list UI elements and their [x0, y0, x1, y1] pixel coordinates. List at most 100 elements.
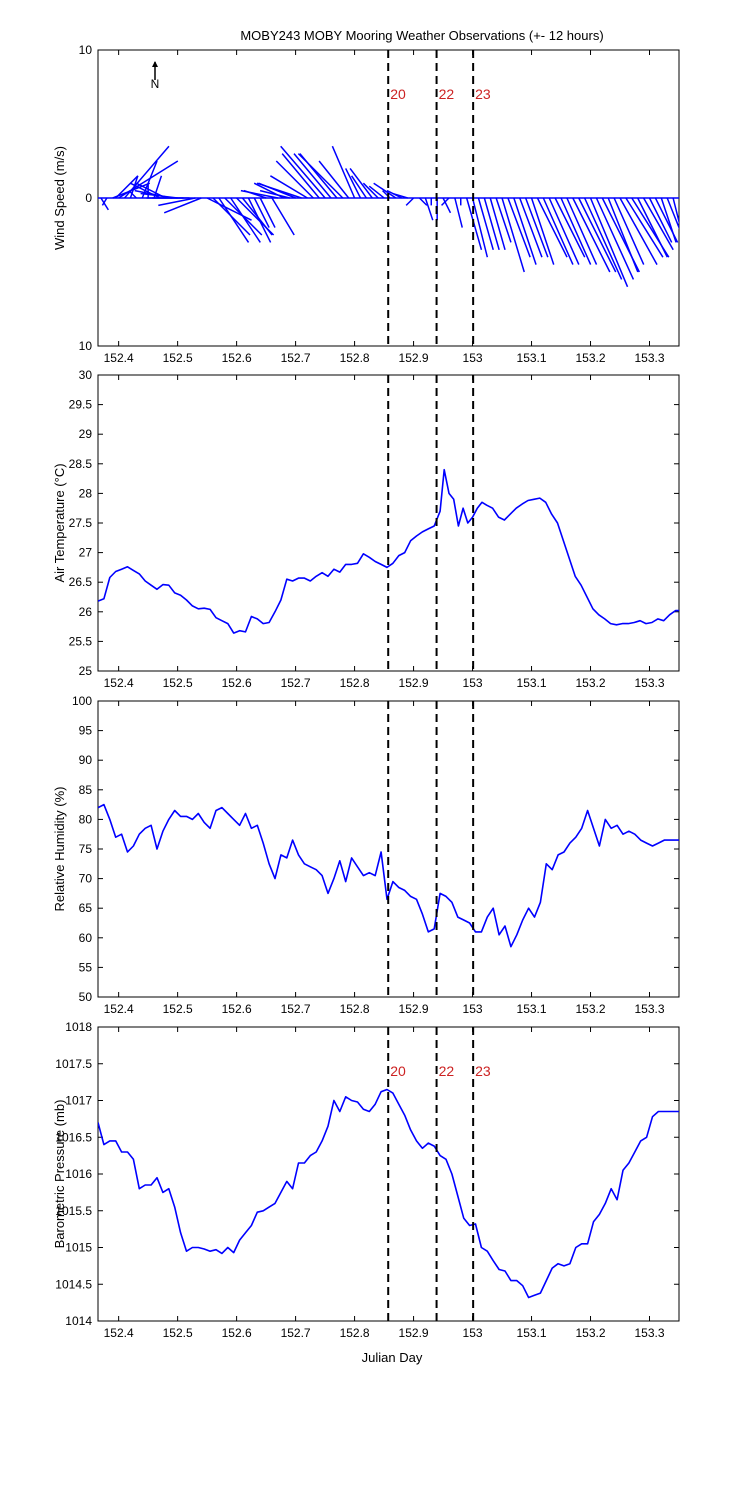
y-tick-label: 28 [79, 486, 93, 500]
data-layer [98, 145, 679, 288]
wind-stick [507, 197, 531, 258]
x-tick-label: 152.6 [222, 1326, 252, 1340]
wind-stick [519, 197, 543, 258]
y-tick-label: 1017 [65, 1094, 92, 1108]
y-tick-label: 1016.5 [55, 1130, 92, 1144]
y-tick-label: 25 [79, 664, 93, 678]
wind-stick [368, 185, 385, 199]
wind-stick [123, 145, 170, 199]
y-axis-label: Air Temperature (°C) [52, 463, 67, 582]
x-tick-label: 153.3 [634, 676, 664, 690]
y-tick-label: 27 [79, 546, 93, 560]
x-tick-label: 152.5 [163, 676, 193, 690]
x-tick-label: 152.9 [399, 1002, 429, 1016]
wind-stick [350, 175, 368, 199]
wind-stick [536, 197, 568, 258]
wind-stick [560, 197, 592, 265]
x-tick-label: 152.7 [281, 676, 311, 690]
x-tick-label: 153.3 [634, 351, 664, 365]
event-marker-label: 20 [390, 86, 406, 102]
y-axis-label: Relative Humidity (%) [52, 787, 67, 912]
y-tick-label: 80 [79, 812, 93, 826]
wind-stick [128, 190, 137, 199]
event-marker-label: 22 [439, 86, 455, 102]
y-tick-label: 85 [79, 783, 93, 797]
wind-stick [613, 197, 645, 265]
wind-stick [637, 197, 668, 258]
wind-stick [607, 197, 639, 273]
x-tick-label: 152.8 [340, 1326, 370, 1340]
x-tick-label: 152.5 [163, 351, 193, 365]
wind-stick [578, 197, 617, 273]
wind-stick [589, 197, 629, 288]
wind-stick [297, 153, 344, 199]
wind-stick [256, 182, 302, 199]
panels: 152.4 152.5 152.6 152.7 152.8 152.9 153 153.1 15… [52, 43, 680, 1340]
wind-stick [118, 160, 179, 199]
y-tick-label: 0 [85, 191, 92, 205]
wind-stick [318, 160, 350, 199]
event-marker-label: 20 [390, 1063, 406, 1079]
north-arrowhead-icon [152, 61, 158, 67]
y-tick-label: 25.5 [69, 634, 93, 648]
y-tick-label: 70 [79, 872, 93, 886]
north-label: N [151, 77, 160, 91]
x-tick-label: 153 [463, 1002, 483, 1016]
wind-stick [442, 197, 452, 214]
wind-stick [163, 197, 202, 214]
wind-stick [247, 197, 272, 243]
y-tick-label: 75 [79, 842, 93, 856]
y-tick-label: 1016 [65, 1167, 92, 1181]
wind-stick [648, 197, 673, 243]
wind-stick [218, 197, 250, 243]
x-tick-label: 152.5 [163, 1326, 193, 1340]
wind-stick [405, 197, 415, 206]
wind-stick [293, 153, 332, 199]
wind-stick [100, 197, 109, 211]
wind-stick [281, 153, 320, 199]
wind-stick [424, 197, 434, 221]
y-tick-label: 65 [79, 901, 93, 915]
x-tick-label: 153.2 [576, 676, 606, 690]
wind-stick [489, 197, 506, 251]
wind-stick [583, 197, 623, 280]
x-tick-label: 152.4 [104, 351, 134, 365]
x-tick-label: 152.6 [222, 676, 252, 690]
wind-stick [471, 197, 489, 258]
wind-stick [349, 167, 373, 199]
series-line-barometric_pressure [98, 1088, 679, 1299]
x-tick-label: 153.3 [634, 1002, 664, 1016]
x-tick-label: 152.6 [222, 1002, 252, 1016]
wind-stick [672, 197, 679, 225]
y-axis-label: Barometric Pressure (mb) [52, 1100, 67, 1249]
x-tick-label: 152.9 [399, 1326, 429, 1340]
wind-stick [275, 160, 314, 199]
x-tick-label: 152.4 [104, 1326, 134, 1340]
wind-stick [566, 197, 598, 265]
wind-stick [454, 197, 463, 228]
panel-wind: 152.4 152.5 152.6 152.7 152.8 152.9 153 153.1 15… [52, 43, 680, 365]
wind-stick [115, 175, 139, 199]
y-tick-label: 1018 [65, 1020, 92, 1034]
wind-stick [240, 189, 279, 199]
wind-stick [554, 197, 586, 258]
wind-stick [495, 197, 512, 243]
wind-stick [595, 197, 635, 280]
wind-stick [230, 197, 261, 243]
wind-stick [660, 197, 677, 243]
x-tick-label: 152.5 [163, 1002, 193, 1016]
x-tick-label: 153.2 [576, 1002, 606, 1016]
wind-stick [331, 145, 356, 199]
y-tick-label: 50 [79, 990, 93, 1004]
wind-stick [501, 197, 525, 273]
series-line-air_temperature [98, 468, 679, 634]
wind-stick [441, 197, 450, 206]
data-layer [98, 803, 679, 948]
wind-stick [619, 197, 658, 265]
x-tick-label: 153.2 [576, 351, 606, 365]
y-tick-label: 28.5 [69, 457, 93, 471]
wind-stick [572, 197, 611, 273]
y-tick-label: 10 [79, 339, 93, 353]
